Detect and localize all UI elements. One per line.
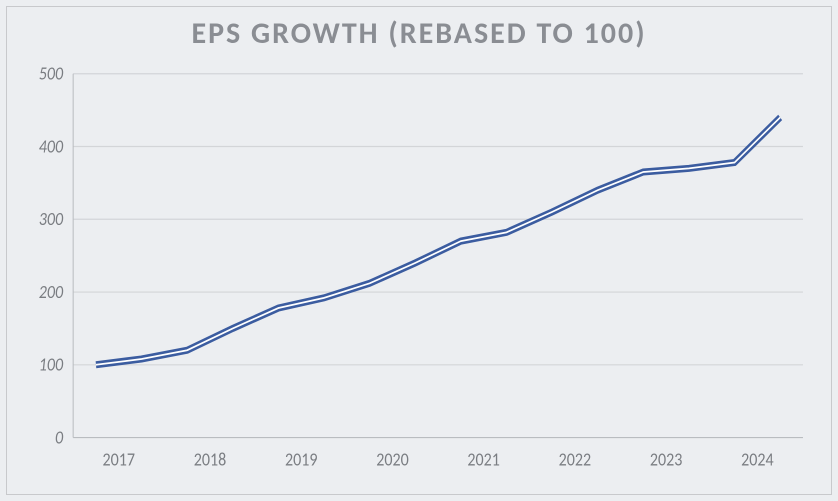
plot-area: 0 100 200 300 400 500 2017 2018 2019 2020 2021 2022… (7, 58, 831, 495)
x-tick-label: 2018 (194, 447, 227, 471)
chart-outer: EPS GROWTH (REBASED TO 100) 0 100 200 300 40… (0, 0, 838, 501)
y-tick-label: 100 (39, 352, 64, 376)
x-tick-label: 2022 (559, 447, 592, 471)
x-tick-label: 2024 (741, 447, 774, 471)
x-tick-label: 2023 (650, 447, 683, 471)
y-tick-label: 500 (39, 62, 64, 85)
chart-title: EPS GROWTH (REBASED TO 100) (7, 7, 831, 58)
y-tick-label: 200 (39, 279, 64, 303)
chart-card: EPS GROWTH (REBASED TO 100) 0 100 200 300 40… (6, 6, 832, 495)
y-tick-label: 400 (39, 134, 64, 158)
line-chart-svg: 0 100 200 300 400 500 2017 2018 2019 2020 2021 2022… (11, 62, 813, 485)
series-line (96, 117, 780, 364)
x-tick-label: 2020 (376, 447, 409, 471)
y-tick-label: 0 (55, 425, 63, 449)
x-tick-label: 2021 (467, 447, 500, 471)
x-tick-label: 2017 (103, 447, 136, 471)
series-line-inner (96, 117, 780, 364)
y-tick-label: 300 (39, 206, 64, 230)
x-tick-label: 2019 (285, 447, 318, 471)
